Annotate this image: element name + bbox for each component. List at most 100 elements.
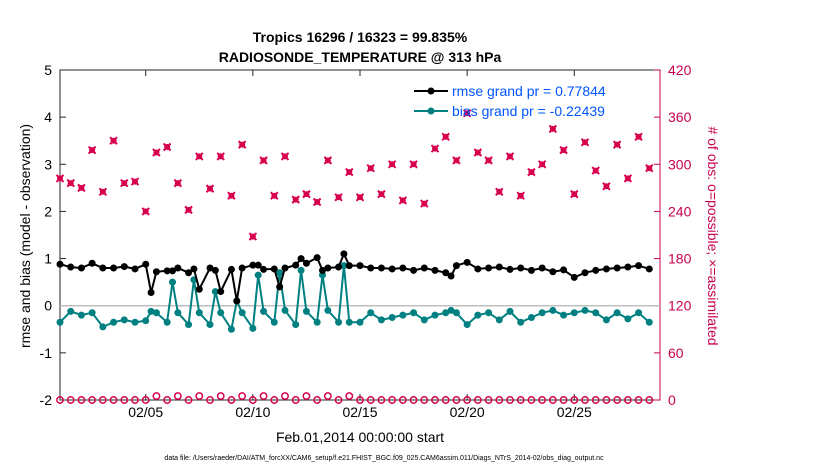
obs-possible-point (356, 396, 364, 404)
obs-assimilated-dot (378, 191, 385, 198)
bias-point (169, 278, 176, 286)
rmse-point (399, 264, 407, 272)
obs-assimilated-dot (603, 183, 610, 190)
rmse-point (463, 258, 471, 266)
obs-possible-point (173, 392, 182, 401)
obs-assimilated-dot (57, 175, 63, 182)
rmse-point (517, 264, 525, 272)
bias-point (549, 306, 557, 314)
obs-assimilated-dot (228, 192, 235, 199)
rmse-point (211, 266, 219, 274)
obs-assimilated-dot (410, 161, 417, 168)
bias-series (56, 262, 653, 333)
obs-assimilated-dot (99, 188, 106, 195)
rmse-point (538, 264, 546, 272)
obs-assimilated-dot (153, 149, 160, 156)
bias-point (431, 311, 439, 319)
obs-assimilated-dot (324, 157, 331, 164)
obs-possible-point (377, 396, 386, 404)
obs-assimilated-dot (346, 169, 353, 176)
obs-assimilated-dot (646, 165, 653, 172)
chart-title-line1: Tropics 16296 / 16323 = 99.835% (253, 29, 468, 45)
bias-point (495, 316, 503, 324)
obs-assimilated-dot (496, 188, 503, 195)
obs-possible-point (163, 396, 172, 404)
bias-point (624, 315, 632, 323)
obs-assimilated-dot (217, 153, 224, 160)
bias-point (110, 318, 118, 326)
obs-possible-point (581, 396, 589, 404)
obs-possible-point (473, 396, 482, 404)
obs-assimilated-dot (528, 169, 535, 176)
bias-point (211, 288, 219, 296)
bias-point (260, 307, 268, 315)
obs-possible-point (398, 396, 407, 404)
obs-possible-point (131, 396, 139, 404)
bias-point (410, 309, 418, 317)
obs-assimilated-dot (517, 192, 524, 199)
obs-possible-point (484, 396, 493, 404)
obs-assimilated-dot (121, 180, 128, 187)
obs-possible-point (88, 396, 97, 404)
obs-possible-point (270, 396, 279, 404)
rmse-point (495, 263, 503, 271)
bias-point (292, 321, 300, 329)
obs-assimilated-dot (453, 157, 460, 164)
bias-point (276, 269, 284, 277)
obs-assimilated-dot (367, 165, 374, 172)
right-tick-label: 60 (668, 345, 684, 361)
obs-possible-point (495, 396, 504, 404)
obs-possible-point (334, 396, 343, 404)
obs-assimilated-dot (485, 157, 492, 164)
bias-point (302, 307, 310, 315)
bias-point (152, 309, 160, 317)
obs-assimilated-dot (442, 133, 449, 140)
bias-point (163, 318, 171, 326)
right-tick-label: 120 (668, 298, 692, 314)
obs-assimilated-dot (260, 157, 267, 164)
bias-point (324, 306, 332, 314)
bias-point (645, 318, 653, 326)
rmse-point (270, 265, 278, 273)
left-tick-label: 1 (44, 251, 52, 267)
left-tick-label: -2 (40, 392, 53, 408)
rmse-point (174, 264, 182, 272)
bias-point (195, 309, 203, 317)
obs-assimilated-dot (464, 110, 471, 117)
rmse-point (592, 266, 600, 274)
rmse-point (570, 273, 578, 281)
obs-assimilated-dot (507, 153, 513, 160)
left-tick-label: 2 (44, 203, 52, 219)
rmse-point (613, 264, 621, 272)
rmse-point (356, 262, 364, 270)
plot-area (59, 69, 661, 401)
bias-point (185, 321, 193, 329)
rmse-point (645, 265, 653, 273)
right-tick-label: 360 (668, 109, 692, 125)
rmse-point (431, 266, 439, 274)
obs-possible-point (645, 396, 654, 404)
obs-possible-point (591, 396, 600, 404)
bias-point (56, 318, 64, 326)
bias-point (174, 309, 182, 317)
rmse-point (110, 264, 118, 272)
bias-point (474, 311, 482, 319)
bias-point (388, 314, 396, 321)
obs-assimilated-dot (249, 233, 256, 240)
rmse-point (335, 263, 343, 271)
rmse-point (152, 268, 160, 276)
bias-point (217, 309, 225, 317)
x-tick-label: 02/05 (128, 404, 163, 420)
obs-possible-point (527, 396, 536, 404)
rmse-point (227, 265, 235, 273)
rmse-point (99, 264, 107, 272)
rmse-point (635, 262, 643, 270)
obs-assimilated-dot (314, 199, 321, 205)
rmse-point (377, 264, 385, 272)
obs-assimilated-dot (78, 184, 85, 191)
obs-possible-point (216, 392, 225, 401)
bias-point (570, 309, 578, 317)
obs-possible-point (516, 396, 525, 404)
obs-possible-point (634, 396, 643, 404)
obs-possible-point (56, 396, 64, 404)
